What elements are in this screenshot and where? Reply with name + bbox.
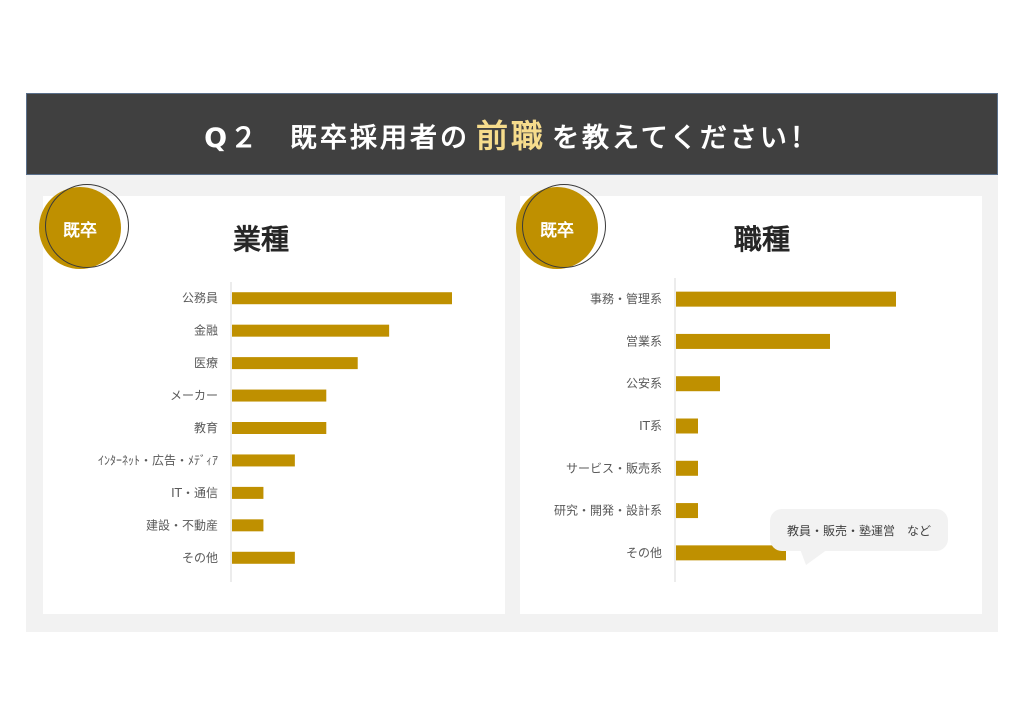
page-title: Q２ 既卒採用者の 前職 を教えてください！ bbox=[204, 111, 820, 157]
bar bbox=[676, 503, 698, 519]
bar bbox=[232, 389, 327, 402]
bar bbox=[232, 357, 358, 370]
category-label: IT・通信 bbox=[171, 486, 218, 500]
category-label: 教育 bbox=[194, 420, 218, 435]
category-label: サービス・販売系 bbox=[566, 460, 662, 475]
badge-label: 既卒 bbox=[63, 220, 97, 241]
bar bbox=[676, 418, 698, 434]
category-label: 公安系 bbox=[626, 376, 662, 391]
bar bbox=[232, 454, 295, 467]
bar bbox=[676, 545, 786, 561]
category-label: 営業系 bbox=[626, 334, 662, 348]
bar bbox=[676, 333, 830, 349]
industry-chart-title: 業種 bbox=[233, 223, 290, 256]
bar bbox=[232, 519, 264, 532]
title-highlight: 前職 bbox=[476, 117, 547, 155]
category-label: その他 bbox=[626, 546, 662, 560]
category-label: 金融 bbox=[194, 323, 218, 338]
category-label: IT系 bbox=[639, 419, 662, 433]
category-label: 公務員 bbox=[182, 291, 218, 305]
content-area: 既卒 業種 公務員金融医療メーカー教育 ｲﾝﾀｰﾈｯﾄ・広告・ﾒﾃﾞｨｱ IT・通信… bbox=[26, 175, 998, 632]
bar bbox=[232, 486, 264, 499]
category-label: ｲﾝﾀｰﾈｯﾄ・広告・ﾒﾃﾞｨｱ bbox=[98, 453, 218, 467]
callout-tail bbox=[800, 549, 828, 565]
question-number: Q２ bbox=[204, 123, 261, 154]
bar bbox=[676, 460, 698, 476]
bar bbox=[232, 422, 327, 434]
occupation-panel: 既卒 職種 事務・管理系営業系公安系 IT系サービス・販売系研究・開発・設計系その… bbox=[516, 184, 982, 614]
title-text-before: 既卒採用者の bbox=[290, 123, 471, 154]
badge-graduate: 既卒 bbox=[39, 187, 121, 269]
bar bbox=[232, 324, 390, 337]
category-label: 建設・不動産 bbox=[146, 517, 218, 532]
bar bbox=[232, 292, 452, 305]
title-text-after: を教えてください！ bbox=[552, 123, 820, 154]
bar bbox=[676, 291, 896, 307]
bar bbox=[676, 376, 720, 392]
callout-text: 教員・販売・塾運営 など bbox=[786, 523, 931, 538]
category-label: メーカー bbox=[170, 389, 218, 403]
badge-label: 既卒 bbox=[540, 220, 574, 241]
category-label: 研究・開発・設計系 bbox=[554, 503, 662, 518]
category-label: 事務・管理系 bbox=[590, 291, 662, 306]
category-label: その他 bbox=[182, 551, 218, 565]
industry-panel: 既卒 業種 公務員金融医療メーカー教育 ｲﾝﾀｰﾈｯﾄ・広告・ﾒﾃﾞｨｱ IT・通信… bbox=[39, 184, 505, 614]
category-label: 医療 bbox=[194, 356, 218, 370]
callout-note: 教員・販売・塾運営 など bbox=[770, 509, 948, 551]
badge-graduate: 既卒 bbox=[516, 187, 598, 269]
title-banner: Q２ 既卒採用者の 前職 を教えてください！ bbox=[26, 93, 998, 175]
occupation-chart-title: 職種 bbox=[734, 223, 791, 256]
bar bbox=[232, 551, 295, 564]
